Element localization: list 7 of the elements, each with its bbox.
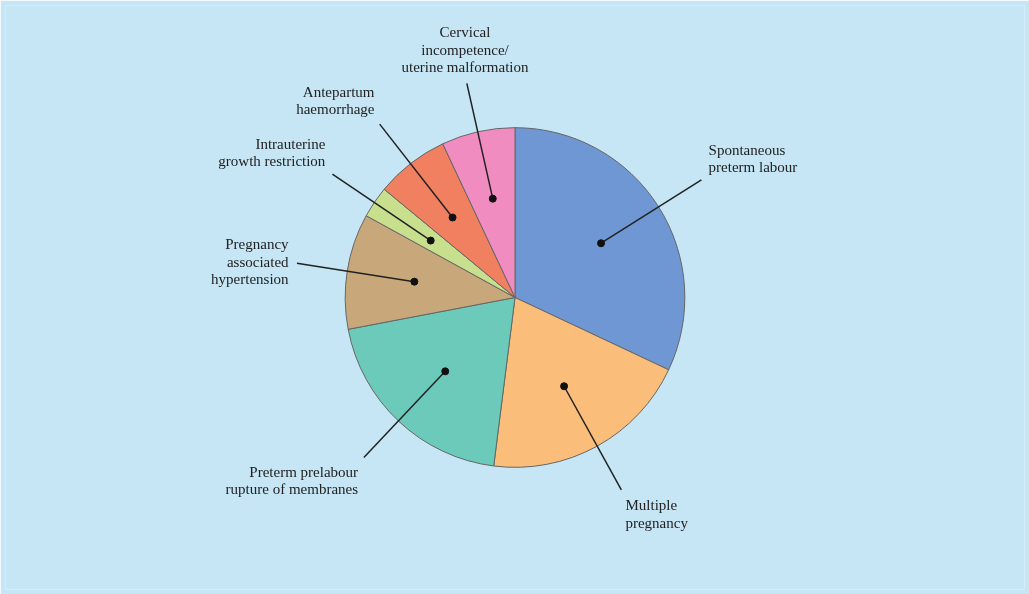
slice-label: Antepartum haemorrhage bbox=[296, 83, 375, 118]
slice-label: Preterm prelabour rupture of membranes bbox=[225, 463, 359, 498]
slice-label: Cervical incompetence/ uterine malformation bbox=[401, 23, 529, 76]
slice-label: Intrauterine growth restriction bbox=[218, 135, 326, 170]
slice-label: Pregnancy associated hypertension bbox=[211, 236, 290, 288]
slice-label: Spontaneous preterm labour bbox=[708, 141, 798, 176]
slice-label: Multiple pregnancy bbox=[625, 497, 689, 531]
